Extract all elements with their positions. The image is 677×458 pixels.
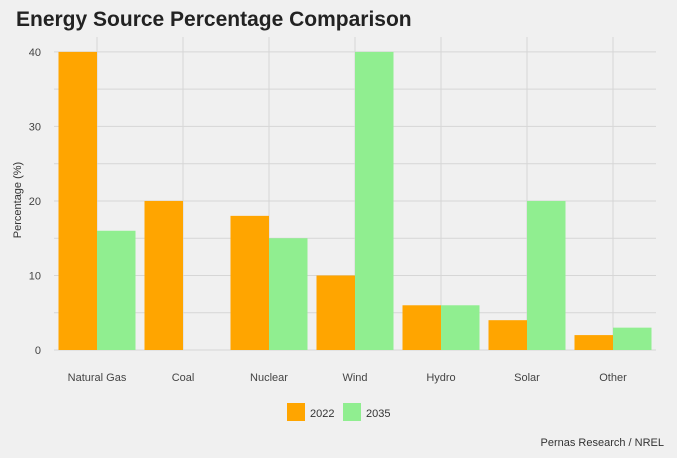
bar-2035-other	[613, 327, 652, 350]
bar-2022-coal	[144, 200, 183, 350]
x-tick-label: Solar	[514, 372, 540, 384]
legend-swatch-2022	[287, 403, 305, 421]
chart-caption: Pernas Research / NREL	[541, 437, 665, 449]
x-tick-label: Nuclear	[250, 372, 288, 384]
bar-2035-natural-gas	[97, 230, 136, 350]
legend-label-2022: 2022	[310, 408, 334, 420]
x-tick-label: Wind	[342, 372, 367, 384]
bar-2035-nuclear	[269, 238, 308, 350]
y-tick-label: 10	[29, 270, 41, 282]
y-tick-label: 20	[29, 196, 41, 208]
y-tick-label: 30	[29, 121, 41, 133]
bar-2022-natural-gas	[58, 51, 97, 351]
y-tick-label: 0	[35, 345, 41, 357]
bars	[58, 51, 652, 351]
bar-2035-wind	[355, 51, 394, 351]
bar-2022-other	[574, 335, 613, 350]
bar-2022-hydro	[402, 305, 441, 350]
x-axis-ticks: Natural Gas Coal Nuclear Wind Hydro Solar Othe…	[68, 372, 627, 384]
bar-2035-solar	[527, 200, 566, 350]
legend-swatch-2035	[343, 403, 361, 421]
bar-2035-hydro	[441, 305, 480, 350]
x-tick-label: Other	[599, 372, 627, 384]
x-tick-label: Natural Gas	[68, 372, 127, 384]
legend-label-2035: 2035	[366, 408, 390, 420]
bar-2022-solar	[488, 320, 527, 350]
y-axis-ticks: 0 10 20 30 40	[29, 47, 41, 357]
x-tick-label: Hydro	[426, 372, 455, 384]
legend: 2022 2035	[287, 403, 390, 421]
bar-2022-nuclear	[230, 215, 269, 350]
y-axis-title: Percentage (%)	[12, 162, 24, 238]
x-tick-label: Coal	[172, 372, 195, 384]
y-tick-label: 40	[29, 47, 41, 59]
bar-2022-wind	[316, 275, 355, 350]
chart-title: Energy Source Percentage Comparison	[16, 8, 412, 31]
